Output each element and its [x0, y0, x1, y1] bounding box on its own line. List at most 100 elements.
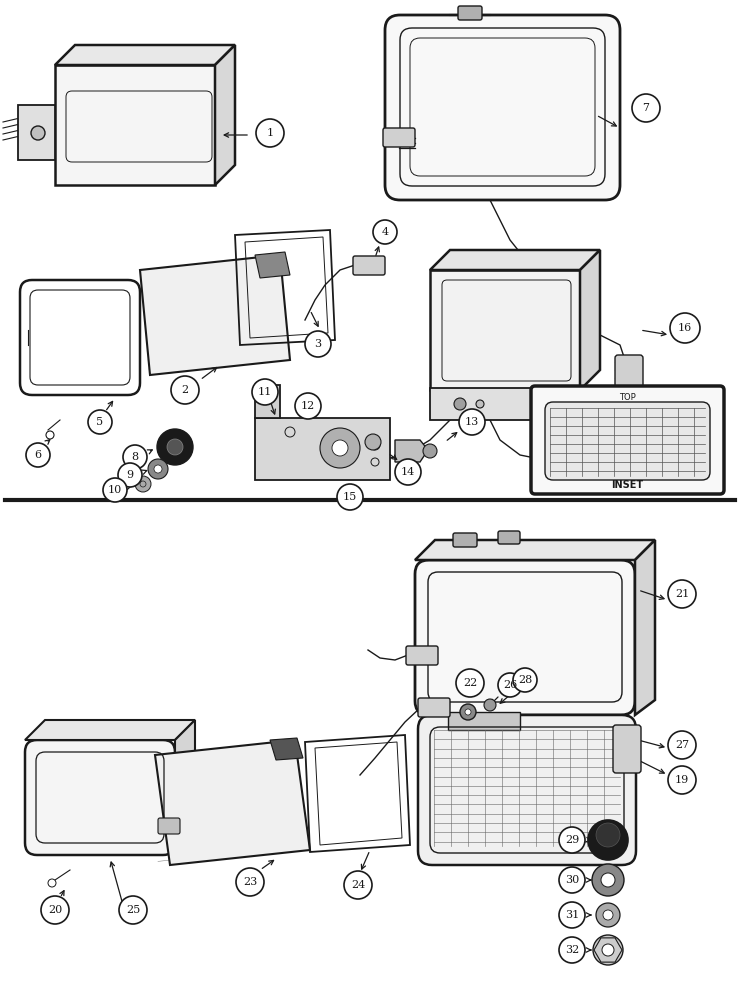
Circle shape	[456, 669, 484, 697]
Circle shape	[603, 910, 613, 920]
Text: 3: 3	[314, 339, 322, 349]
Text: 9: 9	[127, 470, 133, 480]
Circle shape	[148, 459, 168, 479]
Circle shape	[476, 400, 484, 408]
Text: TOP: TOP	[619, 392, 636, 401]
Polygon shape	[155, 740, 310, 865]
FancyBboxPatch shape	[25, 740, 175, 855]
Circle shape	[365, 434, 381, 450]
Polygon shape	[430, 270, 580, 390]
Polygon shape	[25, 720, 195, 740]
Polygon shape	[580, 250, 600, 390]
Text: 13: 13	[465, 417, 479, 427]
Circle shape	[596, 903, 620, 927]
Text: 27: 27	[675, 740, 689, 750]
Circle shape	[668, 766, 696, 794]
Circle shape	[41, 896, 69, 924]
Circle shape	[135, 476, 151, 492]
Circle shape	[171, 376, 199, 404]
Circle shape	[119, 896, 147, 924]
Circle shape	[559, 902, 585, 928]
FancyBboxPatch shape	[458, 6, 482, 20]
Text: 29: 29	[565, 835, 579, 845]
Text: 8: 8	[132, 452, 138, 462]
FancyBboxPatch shape	[418, 698, 450, 717]
Circle shape	[305, 331, 331, 357]
Text: 10: 10	[108, 485, 122, 495]
Circle shape	[88, 410, 112, 434]
Text: 32: 32	[565, 945, 579, 955]
Text: 28: 28	[518, 675, 532, 685]
Circle shape	[559, 937, 585, 963]
Circle shape	[295, 393, 321, 419]
Polygon shape	[395, 440, 428, 462]
Circle shape	[668, 731, 696, 759]
Circle shape	[596, 823, 620, 847]
Circle shape	[588, 820, 628, 860]
FancyBboxPatch shape	[615, 355, 643, 401]
Circle shape	[256, 119, 284, 147]
Text: INSET: INSET	[611, 480, 643, 490]
Circle shape	[46, 431, 54, 439]
Polygon shape	[140, 255, 290, 375]
Circle shape	[154, 465, 162, 473]
FancyBboxPatch shape	[545, 402, 710, 480]
Circle shape	[252, 379, 278, 405]
Text: 23: 23	[243, 877, 257, 887]
Text: 15: 15	[343, 492, 357, 502]
Polygon shape	[55, 65, 215, 185]
Text: 4: 4	[381, 227, 389, 237]
Polygon shape	[635, 540, 655, 715]
FancyBboxPatch shape	[406, 646, 438, 665]
FancyBboxPatch shape	[453, 533, 477, 547]
Circle shape	[344, 871, 372, 899]
Circle shape	[460, 704, 476, 720]
Polygon shape	[255, 418, 390, 480]
Text: 16: 16	[678, 323, 692, 333]
Circle shape	[320, 428, 360, 468]
Text: 5: 5	[96, 417, 104, 427]
Text: 1: 1	[266, 128, 274, 138]
Circle shape	[593, 935, 623, 965]
Circle shape	[513, 668, 537, 692]
Circle shape	[48, 879, 56, 887]
Circle shape	[332, 440, 348, 456]
Polygon shape	[55, 45, 235, 65]
Text: 12: 12	[301, 401, 315, 411]
Circle shape	[236, 868, 264, 896]
Circle shape	[601, 873, 615, 887]
Circle shape	[423, 444, 437, 458]
Circle shape	[337, 484, 363, 510]
Circle shape	[157, 429, 193, 465]
Polygon shape	[255, 252, 290, 278]
Polygon shape	[215, 45, 235, 185]
Circle shape	[602, 944, 614, 956]
Text: 25: 25	[126, 905, 140, 915]
Circle shape	[167, 439, 183, 455]
FancyBboxPatch shape	[613, 725, 641, 773]
FancyBboxPatch shape	[415, 560, 635, 715]
Polygon shape	[430, 388, 540, 420]
Circle shape	[559, 867, 585, 893]
Text: 11: 11	[258, 387, 272, 397]
FancyBboxPatch shape	[353, 256, 385, 275]
Circle shape	[31, 126, 45, 140]
Text: 20: 20	[48, 905, 62, 915]
Text: 14: 14	[401, 467, 415, 477]
Polygon shape	[430, 250, 600, 270]
Circle shape	[484, 699, 496, 711]
Circle shape	[454, 398, 466, 410]
Text: 31: 31	[565, 910, 579, 920]
FancyBboxPatch shape	[418, 715, 636, 865]
Text: 7: 7	[642, 103, 650, 113]
Circle shape	[668, 580, 696, 608]
Circle shape	[559, 827, 585, 853]
Polygon shape	[255, 385, 280, 418]
FancyBboxPatch shape	[498, 531, 520, 544]
Circle shape	[459, 409, 485, 435]
Circle shape	[632, 94, 660, 122]
Circle shape	[123, 445, 147, 469]
Circle shape	[373, 220, 397, 244]
Text: 30: 30	[565, 875, 579, 885]
Text: 22: 22	[463, 678, 477, 688]
